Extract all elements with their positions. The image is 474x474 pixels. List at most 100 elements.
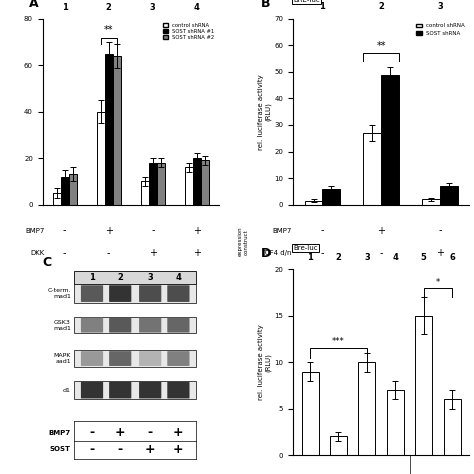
Text: -: - <box>63 226 66 236</box>
Text: TCF4 d/n: TCF4 d/n <box>261 250 292 256</box>
Bar <box>193 158 201 204</box>
Text: 1: 1 <box>319 2 325 11</box>
Bar <box>358 362 375 455</box>
Bar <box>113 56 121 204</box>
Text: ***: *** <box>332 337 345 346</box>
FancyBboxPatch shape <box>81 318 103 333</box>
Text: -: - <box>379 248 383 258</box>
Text: -: - <box>147 426 153 439</box>
FancyBboxPatch shape <box>81 351 103 366</box>
Text: -: - <box>63 248 66 258</box>
Bar <box>422 199 440 204</box>
Bar <box>97 112 105 204</box>
FancyBboxPatch shape <box>139 382 161 399</box>
Text: +: + <box>105 226 113 236</box>
FancyBboxPatch shape <box>167 351 190 366</box>
Bar <box>74 317 196 334</box>
Text: 4: 4 <box>392 253 398 262</box>
FancyBboxPatch shape <box>167 318 190 333</box>
Text: B: B <box>261 0 271 9</box>
Bar <box>364 133 381 204</box>
FancyBboxPatch shape <box>109 285 131 302</box>
FancyBboxPatch shape <box>81 285 103 302</box>
FancyBboxPatch shape <box>139 318 161 333</box>
Text: BRE-luc: BRE-luc <box>293 0 320 3</box>
Text: 3: 3 <box>150 3 156 12</box>
Text: -: - <box>118 443 123 456</box>
FancyBboxPatch shape <box>139 285 161 302</box>
Text: D: D <box>261 247 272 260</box>
Text: MAPK
aad1: MAPK aad1 <box>54 353 71 364</box>
Bar <box>387 390 404 455</box>
Text: +: + <box>115 426 126 439</box>
Text: Bre-luc: Bre-luc <box>293 245 318 251</box>
Text: 5: 5 <box>421 253 427 262</box>
Legend: control shRNA, SOST shRNA #1, SOST shRNA #2: control shRNA, SOST shRNA #1, SOST shRNA… <box>161 22 216 42</box>
Bar <box>330 437 347 455</box>
Text: 2: 2 <box>378 2 384 11</box>
Bar <box>322 189 340 204</box>
Text: +: + <box>436 248 444 258</box>
FancyBboxPatch shape <box>167 285 190 302</box>
Text: C: C <box>43 256 52 270</box>
FancyBboxPatch shape <box>139 351 161 366</box>
Bar <box>440 186 457 204</box>
Text: 3: 3 <box>364 253 370 262</box>
Text: +: + <box>145 443 155 456</box>
Bar <box>74 271 196 284</box>
Bar <box>105 54 113 204</box>
Text: BMP7: BMP7 <box>273 228 292 234</box>
Text: -: - <box>90 443 95 456</box>
Bar <box>53 193 61 204</box>
Bar <box>185 167 193 204</box>
Text: -: - <box>320 248 324 258</box>
Text: -: - <box>438 226 442 236</box>
Text: 1: 1 <box>89 273 95 283</box>
Text: 1: 1 <box>307 253 313 262</box>
Bar <box>305 201 322 204</box>
Text: C-term.
mad1: C-term. mad1 <box>47 288 71 299</box>
FancyBboxPatch shape <box>109 382 131 399</box>
Text: d1: d1 <box>63 388 71 392</box>
FancyBboxPatch shape <box>167 382 190 399</box>
Text: **: ** <box>376 41 386 51</box>
Text: 3: 3 <box>437 2 443 11</box>
Bar <box>381 74 399 204</box>
Text: -: - <box>320 226 324 236</box>
Bar <box>74 381 196 400</box>
Bar <box>141 182 149 204</box>
Bar <box>74 284 196 303</box>
Text: 1: 1 <box>62 3 68 12</box>
Bar <box>74 350 196 367</box>
Text: -: - <box>151 226 155 236</box>
FancyBboxPatch shape <box>109 351 131 366</box>
Text: 6: 6 <box>449 253 455 262</box>
Text: 2: 2 <box>106 3 112 12</box>
Bar <box>61 177 69 204</box>
Text: 2: 2 <box>117 273 123 283</box>
Text: A: A <box>28 0 38 9</box>
Bar <box>415 316 432 455</box>
Text: +: + <box>377 226 385 236</box>
Text: 3: 3 <box>147 273 153 283</box>
Text: SOST: SOST <box>50 447 71 453</box>
Legend: control shRNA, SOST shRNA: control shRNA, SOST shRNA <box>414 22 466 38</box>
Text: DKK: DKK <box>30 250 45 256</box>
Bar <box>444 400 461 455</box>
Text: BMP7: BMP7 <box>49 430 71 436</box>
Text: +: + <box>173 426 184 439</box>
Text: +: + <box>173 443 184 456</box>
Text: 2: 2 <box>336 253 341 262</box>
Text: **: ** <box>104 25 113 35</box>
Y-axis label: rel. luciferase activity
(RLU): rel. luciferase activity (RLU) <box>258 74 272 150</box>
Text: +: + <box>193 226 201 236</box>
Text: 4: 4 <box>175 273 182 283</box>
Y-axis label: rel. luciferase activity
(RLU): rel. luciferase activity (RLU) <box>258 324 272 400</box>
FancyBboxPatch shape <box>81 382 103 399</box>
Text: +: + <box>149 248 157 258</box>
Bar <box>301 372 319 455</box>
Bar <box>157 163 165 204</box>
Text: GSK3
mad1: GSK3 mad1 <box>53 320 71 330</box>
Bar <box>69 174 77 204</box>
Text: -: - <box>107 248 110 258</box>
